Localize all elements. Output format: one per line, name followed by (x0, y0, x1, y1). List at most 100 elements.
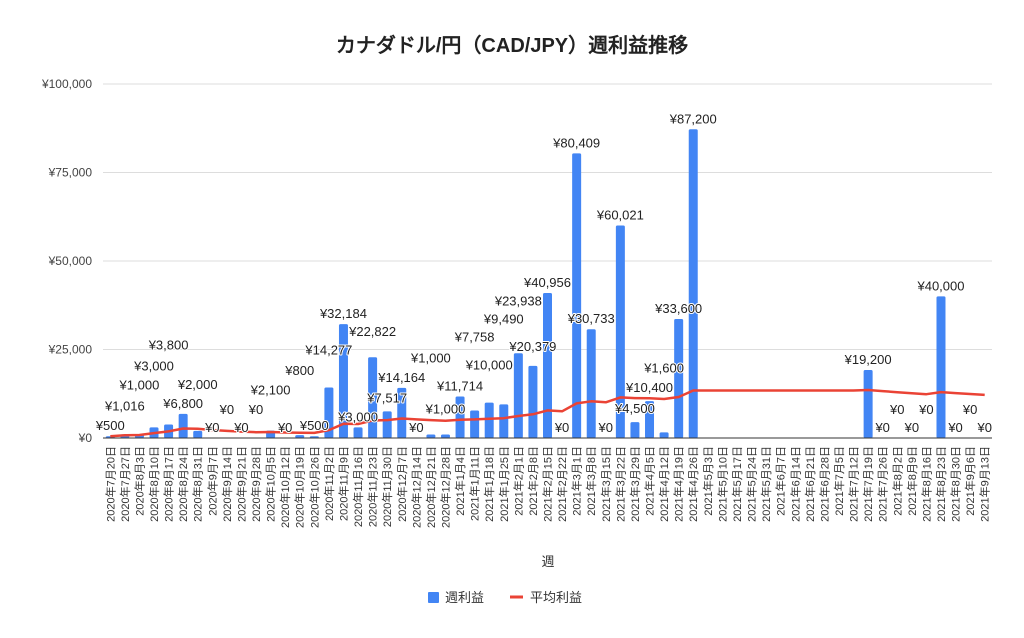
data-label: ¥500 (299, 418, 329, 433)
data-label: ¥0 (204, 420, 219, 435)
data-label: ¥1,016 (104, 398, 145, 413)
bar (936, 296, 946, 438)
x-tick-label: 2020年10月19日 (293, 446, 307, 528)
x-tick-label: 2020年9月7日 (205, 446, 219, 516)
x-tick-label: 2021年4月5日 (643, 446, 657, 516)
data-label: ¥80,409 (552, 135, 600, 150)
data-label: ¥0 (248, 402, 263, 417)
data-label: ¥20,379 (508, 339, 556, 354)
x-tick-label: 2020年8月3日 (132, 446, 146, 516)
bar (338, 324, 348, 438)
x-axis-title: 週 (541, 554, 554, 569)
x-tick-label: 2020年9月21日 (234, 446, 248, 522)
x-tick-label: 2021年2月22日 (555, 446, 569, 522)
data-label: ¥500 (95, 418, 125, 433)
legend-bar-swatch (428, 592, 439, 603)
x-tick-label: 2020年12月14日 (409, 446, 423, 528)
x-tick-label: 2021年8月23日 (934, 446, 948, 522)
bar (484, 402, 494, 438)
x-tick-label: 2021年4月19日 (672, 446, 686, 522)
data-label: ¥32,184 (319, 306, 367, 321)
data-label: ¥0 (904, 420, 919, 435)
bar (688, 129, 698, 438)
bar (543, 293, 552, 438)
data-label: ¥0 (889, 402, 904, 417)
x-tick-label: 2021年3月29日 (628, 446, 642, 522)
x-tick-label: 2021年5月3日 (701, 446, 715, 516)
y-tick-label: ¥50,000 (48, 254, 93, 268)
bar (353, 427, 363, 438)
data-label: ¥0 (554, 420, 569, 435)
x-tick-label: 2021年3月1日 (570, 446, 584, 516)
data-label: ¥7,758 (454, 330, 495, 345)
bar (630, 422, 640, 438)
x-tick-label: 2021年2月1日 (511, 446, 525, 516)
data-label: ¥1,000 (410, 350, 451, 365)
data-label: ¥0 (233, 420, 248, 435)
data-label: ¥6,800 (162, 396, 203, 411)
data-label: ¥11,714 (436, 379, 483, 394)
data-label: ¥1,600 (643, 360, 684, 375)
legend-line-label: 平均利益 (530, 590, 582, 605)
data-label: ¥0 (947, 420, 962, 435)
x-tick-label: 2020年10月26日 (307, 446, 321, 528)
data-label: ¥4,500 (614, 401, 655, 416)
bar (572, 153, 582, 438)
x-tick-label: 2021年8月16日 (919, 446, 933, 522)
x-tick-label: 2021年5月17日 (730, 446, 744, 522)
data-label: ¥3,800 (148, 338, 189, 353)
x-tick-label: 2021年6月28日 (817, 446, 831, 522)
legend-bar-label: 週利益 (445, 590, 484, 605)
data-label: ¥14,277 (304, 342, 352, 357)
x-tick-label: 2021年6月14日 (788, 446, 802, 522)
y-tick-label: ¥25,000 (48, 343, 93, 357)
data-label: ¥9,490 (483, 311, 524, 326)
data-label: ¥40,956 (523, 275, 571, 290)
x-tick-label: 2020年10月5日 (264, 446, 278, 522)
x-tick-label: 2021年3月15日 (599, 446, 613, 522)
data-label: ¥30,733 (567, 311, 615, 326)
data-label: ¥1,000 (119, 377, 160, 392)
x-tick-label: 2021年7月5日 (832, 446, 846, 516)
x-tick-label: 2021年7月19日 (861, 446, 875, 522)
x-tick-label: 2020年11月23日 (366, 446, 380, 527)
x-tick-label: 2020年12月21日 (424, 446, 438, 528)
data-label: ¥3,000 (133, 358, 174, 373)
x-tick-label: 2021年6月7日 (774, 446, 788, 516)
x-tick-label: 2020年8月17日 (162, 446, 176, 522)
data-label: ¥0 (598, 420, 613, 435)
x-tick-label: 2020年11月9日 (336, 446, 350, 521)
data-label: ¥14,164 (377, 370, 425, 385)
x-axis-ticks: 2020年7月20日 2020年7月27日 2020年8月3日 2020年8月10日 2… (103, 446, 991, 528)
x-tick-label: 2021年4月12日 (657, 446, 671, 522)
data-label: ¥33,600 (654, 301, 702, 316)
x-tick-label: 2021年1月25日 (497, 446, 511, 522)
x-tick-label: 2021年5月10日 (715, 446, 729, 522)
x-tick-label: 2021年3月8日 (584, 446, 598, 516)
x-tick-label: 2020年9月14日 (220, 446, 234, 522)
data-label: ¥0 (277, 420, 292, 435)
y-axis-ticks: ¥0 ¥25,000 ¥50,000 ¥75,000 ¥100,000 (41, 77, 92, 445)
bar (455, 396, 465, 438)
bar (426, 434, 436, 438)
x-tick-label: 2021年2月8日 (526, 446, 540, 516)
data-label: ¥2,100 (250, 383, 291, 398)
bar (470, 410, 480, 438)
x-tick-label: 2020年8月10日 (147, 446, 161, 522)
bar-series (105, 129, 946, 438)
average-line (110, 388, 985, 438)
legend: 週利益 平均利益 (428, 590, 582, 605)
data-label: ¥19,200 (844, 352, 892, 367)
data-label: ¥1,000 (425, 401, 466, 416)
x-tick-label: 2021年1月18日 (482, 446, 496, 522)
data-label: ¥2,000 (177, 377, 218, 392)
data-label: ¥800 (284, 363, 314, 378)
bar (674, 319, 684, 438)
x-tick-label: 2021年8月30日 (949, 446, 963, 522)
x-tick-label: 2020年11月30日 (380, 446, 394, 527)
x-tick-label: 2021年9月13日 (978, 446, 992, 522)
x-tick-label: 2021年7月12日 (847, 446, 861, 522)
bar (178, 413, 188, 438)
line-series (110, 388, 985, 438)
